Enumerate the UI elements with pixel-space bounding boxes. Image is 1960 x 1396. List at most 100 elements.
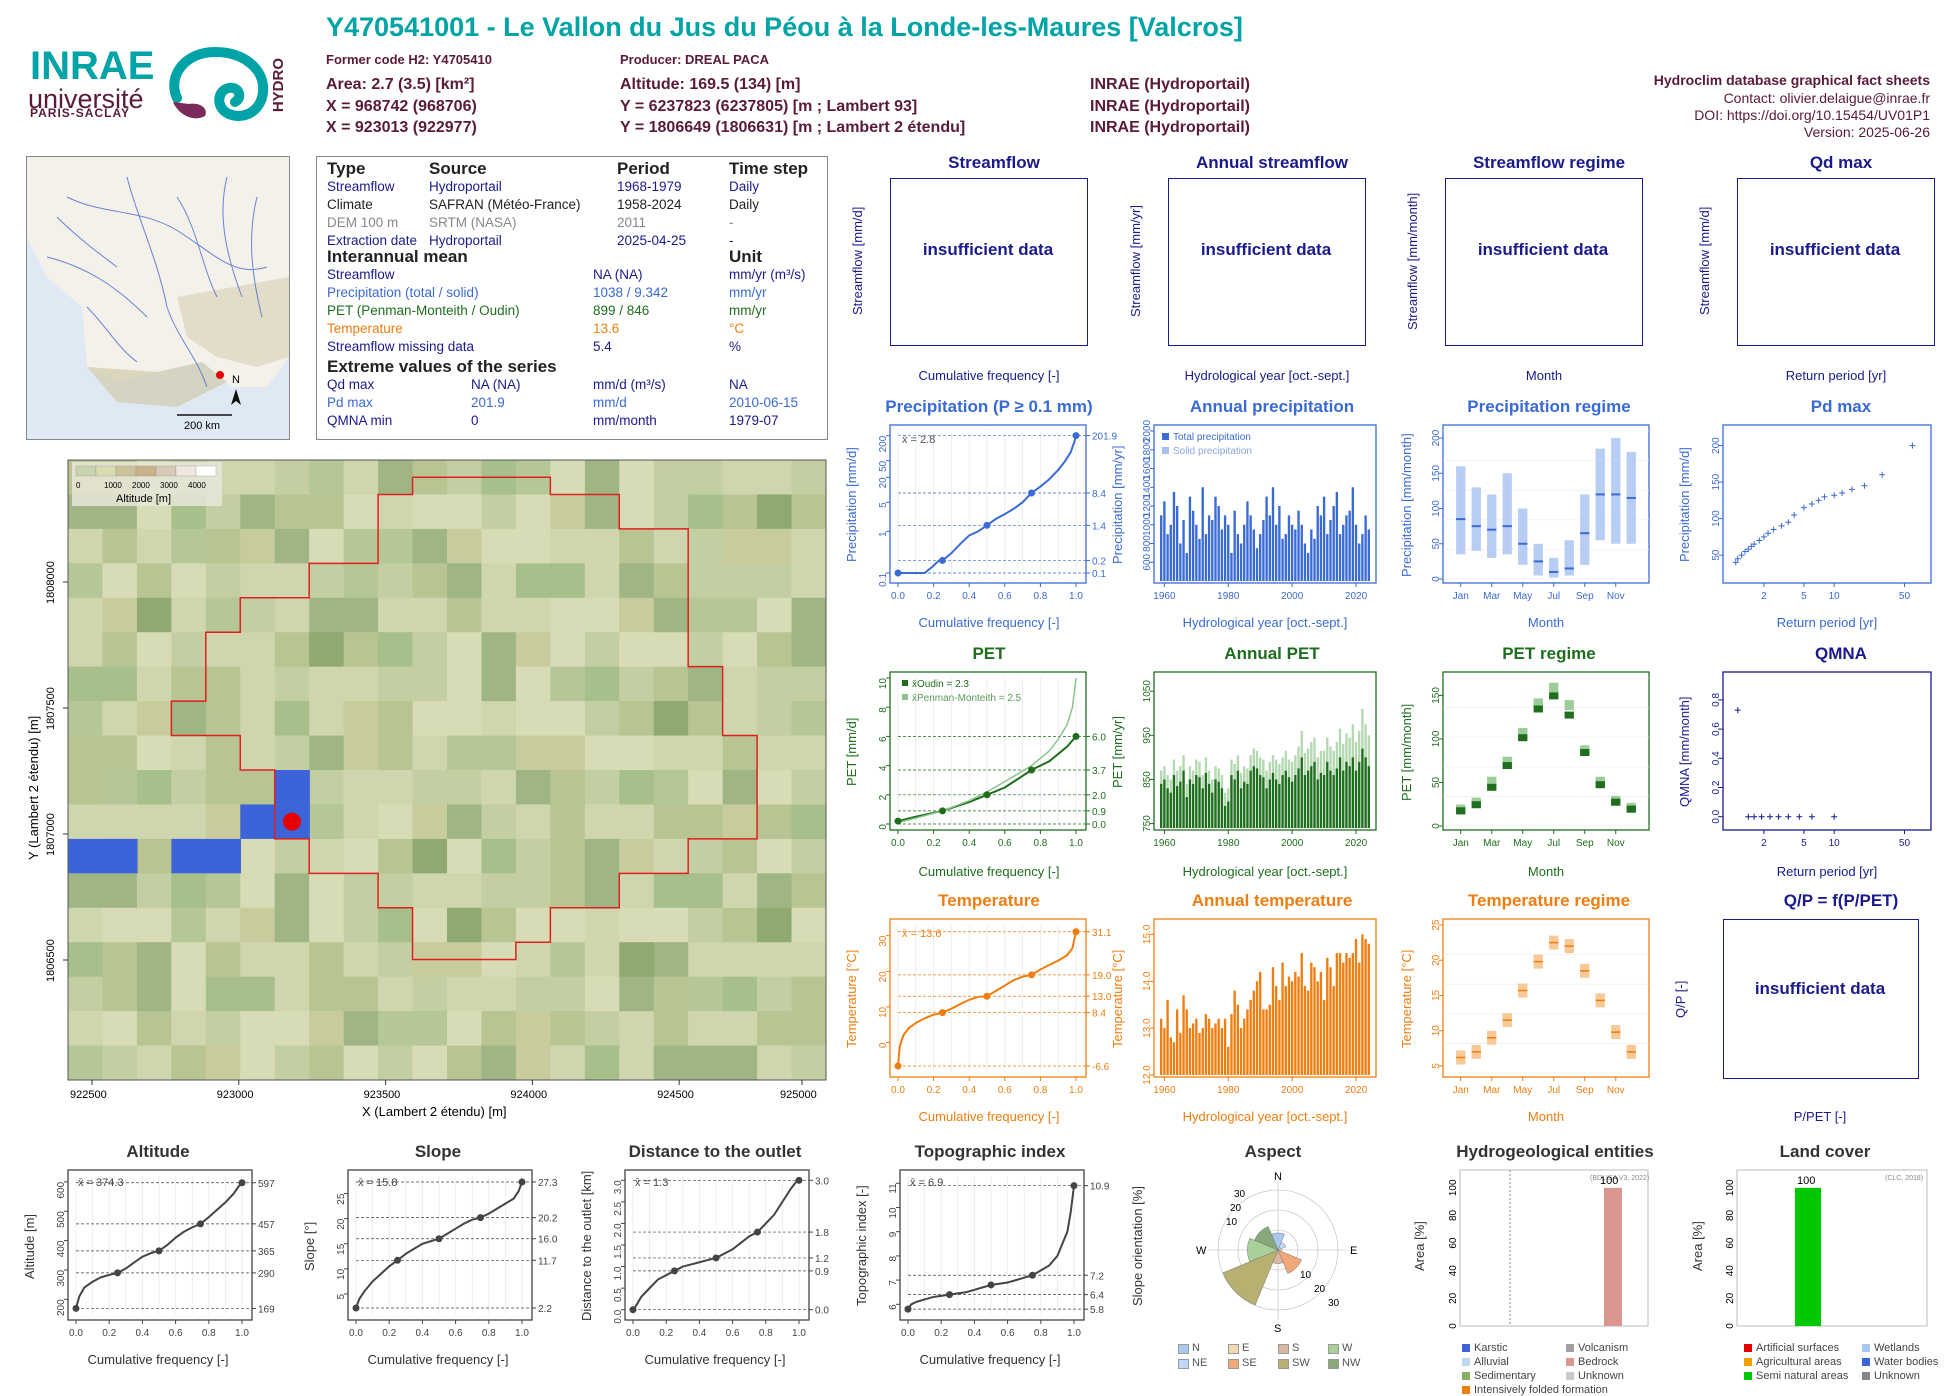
streamflow_regime-title: Streamflow regime	[1472, 153, 1626, 172]
dem-cell	[688, 873, 724, 909]
quantile-point	[155, 1247, 163, 1255]
dem-cell	[653, 1011, 689, 1047]
dem-cell	[791, 907, 827, 943]
range-bar	[1549, 682, 1559, 693]
dem-cell	[171, 770, 207, 805]
quantile-point	[197, 1220, 204, 1228]
bar	[1182, 995, 1185, 1075]
dem-cell	[412, 976, 448, 1012]
bar	[1278, 506, 1281, 581]
y-tick-label: 200	[1431, 429, 1442, 446]
plot-frame	[67, 1169, 253, 1321]
dem-cell	[412, 804, 448, 840]
dem-cell	[481, 1045, 517, 1081]
x-tick-label: 1980	[1217, 591, 1240, 602]
y-tick-label: 750	[1142, 815, 1153, 832]
bar	[1249, 515, 1252, 581]
y-axis-label: Precipitation [mm/month]	[1399, 433, 1414, 577]
y-tick-label: 25	[1431, 919, 1442, 931]
dem-cell	[378, 1045, 414, 1081]
bar	[1249, 770, 1252, 828]
precip_regime-chart: 0 50 100 150 200 Jan Mar May Jul Sep Nov	[1431, 424, 1650, 602]
plot-frame	[347, 1169, 533, 1321]
bar	[1310, 766, 1313, 828]
dem-cell	[309, 701, 345, 737]
dem-cell	[515, 597, 551, 633]
bar	[1326, 534, 1329, 581]
dem-cell	[412, 838, 448, 874]
bar	[1265, 1009, 1268, 1075]
dem-cell	[412, 1045, 448, 1081]
bar	[1268, 1004, 1271, 1075]
inter-label: Precipitation (total / solid)	[327, 285, 479, 300]
dem-cell	[274, 1011, 310, 1047]
dem-cell	[653, 873, 689, 909]
bar	[1214, 496, 1217, 581]
dem-cell	[102, 907, 138, 943]
dem-cell	[653, 770, 689, 805]
y-tick-label: 0.0	[1711, 809, 1722, 823]
dem-cell	[653, 942, 689, 978]
bar	[1211, 520, 1214, 581]
data-point	[1785, 519, 1792, 526]
y-tick-label: 50	[1431, 776, 1442, 788]
qd_max-plot	[1737, 178, 1935, 346]
bar	[1316, 506, 1319, 581]
legend-swatch	[1328, 1359, 1339, 1369]
y-axis-label: Slope orientation [%]	[1130, 1186, 1145, 1306]
range-bar	[1549, 557, 1559, 578]
right-tick-label: 0.9	[815, 1267, 829, 1278]
quantile-point	[983, 521, 991, 529]
y-tick-label: 20	[878, 477, 889, 489]
dem-cell	[102, 873, 138, 909]
legend-label: NW	[1342, 1357, 1361, 1369]
dem-cell	[515, 735, 551, 771]
y-tick-label: 15	[336, 1243, 347, 1255]
legend-swatch	[1566, 1358, 1574, 1366]
y-tick-label: 0.4	[1711, 751, 1722, 765]
inter-value: 1038 / 9.342	[593, 285, 669, 300]
dem-cell	[481, 873, 517, 909]
precip-title: Precipitation (P ≥ 0.1 mm)	[885, 397, 1093, 416]
dem-cell	[481, 597, 517, 633]
dem-cell	[722, 735, 758, 771]
x-tick-label: 2000	[1281, 1085, 1304, 1096]
bar	[1211, 1028, 1214, 1075]
bar	[1163, 779, 1166, 828]
extreme-value: NA (NA)	[471, 377, 521, 392]
dem-cell	[343, 942, 379, 978]
legend-label: E	[1242, 1342, 1250, 1354]
x-axis-label: Cumulative frequency [-]	[644, 1352, 786, 1367]
y-axis-label: PET [mm/d]	[844, 717, 859, 787]
quantile-point	[894, 817, 902, 825]
insufficient-data-label: insufficient data	[1477, 240, 1609, 259]
right-tick-label: 8.4	[1092, 1009, 1106, 1020]
median-mark	[1626, 805, 1636, 813]
bar	[1322, 775, 1326, 828]
dem-cell	[309, 907, 345, 943]
bar	[1322, 1000, 1326, 1075]
location-map: N 200 km	[26, 156, 290, 440]
y-tick-label: 5	[878, 502, 889, 508]
y-tick-label: 14.0	[1142, 971, 1153, 991]
plot-frame	[1722, 424, 1932, 584]
y-tick-label: 0.8	[1711, 693, 1722, 707]
quantile-point	[1028, 489, 1035, 497]
bar	[1271, 772, 1275, 828]
right-tick-label: 11.7	[538, 1256, 557, 1267]
right-tick-label: 27.3	[538, 1178, 558, 1189]
inter-label: Streamflow	[327, 267, 395, 282]
dem-cell	[481, 804, 517, 840]
distance_cdf-chart: 3.01.81.20.90.00.00.51.01.52.02.53.00.0 0…	[613, 1169, 829, 1339]
x-tick-label: 0.2	[934, 1328, 948, 1339]
dem-cell	[274, 494, 310, 530]
bar	[1332, 775, 1335, 828]
altitude-legend: 0 1000 2000 3000 4000 Altitude [m]	[72, 462, 222, 506]
dem-cell	[136, 770, 172, 805]
dem-cell	[447, 701, 482, 737]
doi-link[interactable]: DOI: https://doi.org/10.15454/UV01P1	[1694, 107, 1930, 123]
extreme-date: 1979-07	[729, 413, 779, 428]
legend-swatch	[1744, 1358, 1752, 1366]
